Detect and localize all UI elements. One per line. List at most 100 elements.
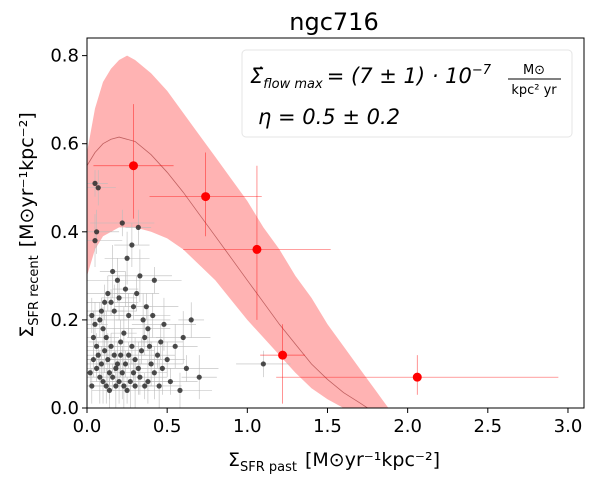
pixel-point	[118, 352, 124, 358]
pixel-point	[177, 387, 183, 393]
pixel-point	[121, 330, 127, 336]
flow-rate-annotation: Σ̇flow max = (7 ± 1) · 10−7	[250, 63, 492, 92]
pixel-point	[108, 343, 114, 349]
pixel-point	[122, 286, 129, 292]
pixel-point	[102, 299, 108, 305]
pixel-point	[110, 374, 116, 380]
pixel-point	[94, 365, 100, 371]
pixel-point	[90, 356, 97, 363]
pixel-point	[167, 378, 173, 385]
pixel-point	[154, 352, 161, 358]
pixel-point	[161, 321, 167, 327]
pixel-point	[108, 299, 114, 305]
binned-point	[252, 244, 262, 254]
pixel-point	[127, 378, 133, 385]
pixel-point	[113, 383, 119, 389]
y-axis-label: ΣSFR recent[M⊙yr⁻¹kpc⁻²]	[16, 112, 42, 337]
pixel-point	[196, 374, 202, 380]
pixel-point	[102, 348, 108, 354]
binned-point	[278, 350, 288, 360]
pixel-point	[89, 312, 95, 319]
units-denominator: kpc² yr	[511, 83, 557, 98]
x-tick-label: 0.5	[153, 416, 182, 437]
pixel-point	[111, 308, 117, 314]
binned-point	[128, 161, 138, 171]
pixel-point	[122, 361, 129, 367]
y-axis: 0.0 0.2 0.4 0.6 0.8	[50, 46, 87, 419]
pixel-point	[130, 304, 137, 310]
y-tick-label: 0.4	[50, 222, 79, 243]
pixel-point	[156, 383, 162, 389]
pixel-point	[260, 361, 266, 367]
pixel-point	[135, 224, 141, 231]
pixel-point	[97, 374, 103, 380]
pixel-point	[119, 370, 125, 376]
pixel-point	[103, 334, 109, 341]
pixel-point	[148, 361, 154, 367]
binned-point	[201, 192, 211, 202]
x-axis-label: ΣSFR past [M⊙yr⁻¹kpc⁻²]	[228, 449, 440, 475]
y-tick-label: 0.2	[50, 310, 79, 331]
x-tick-label: 1.5	[313, 416, 342, 437]
pixel-point	[97, 317, 103, 323]
pixel-point	[159, 365, 165, 371]
pixel-point	[105, 356, 111, 363]
pixel-point	[105, 290, 111, 297]
pixel-point	[113, 365, 119, 371]
pixel-point	[142, 334, 148, 341]
pixel-point	[142, 383, 148, 389]
pixel-point	[138, 348, 145, 354]
pixel-point	[94, 343, 100, 349]
pixel-point	[95, 185, 101, 191]
binned-points	[128, 161, 422, 382]
model-curve	[87, 136, 368, 408]
plot-area	[87, 55, 559, 408]
chart-title: ngc716	[289, 8, 378, 36]
pixel-point	[135, 365, 141, 371]
pixel-point	[126, 352, 132, 358]
pixel-point	[158, 339, 164, 345]
pixel-point	[106, 370, 113, 376]
pixel-point	[188, 317, 194, 323]
pixel-point	[129, 242, 135, 248]
pixel-point	[132, 356, 138, 363]
binned-point	[412, 372, 422, 382]
x-tick-label: 1.0	[233, 416, 262, 437]
pixel-point	[116, 378, 122, 385]
x-tick-label: 0.0	[73, 416, 102, 437]
pixel-points	[87, 180, 266, 393]
pixel-point	[126, 312, 132, 319]
pixel-point	[94, 229, 100, 235]
plot-frame	[86, 37, 585, 409]
pixel-point	[87, 370, 93, 376]
y-tick-label: 0.8	[50, 46, 79, 67]
pixel-point	[164, 356, 170, 363]
pixel-point	[114, 277, 121, 283]
pixel-point	[103, 383, 109, 389]
pixel-point	[90, 334, 97, 341]
pixel-point	[121, 383, 127, 389]
pixel-point	[151, 370, 157, 376]
pixel-point	[172, 343, 178, 349]
pixel-point	[180, 334, 186, 341]
y-tick-label: 0.0	[50, 398, 79, 419]
pixel-point	[92, 238, 98, 244]
pixel-point	[137, 273, 143, 279]
pixel-point	[134, 290, 140, 297]
pixel-point	[89, 383, 95, 389]
pixel-point	[116, 295, 122, 301]
pixel-point	[98, 308, 105, 314]
pixel-point	[137, 374, 143, 380]
pixel-point	[106, 387, 113, 393]
uncertainty-band	[87, 55, 389, 408]
pixel-point	[130, 370, 137, 376]
pixel-point	[114, 361, 121, 367]
x-tick-label: 2.5	[473, 416, 502, 437]
pixel-point	[100, 378, 106, 385]
pixel-point	[146, 343, 153, 349]
pixel-point	[98, 361, 105, 367]
pixel-point	[150, 312, 156, 319]
pixel-point	[111, 352, 117, 358]
x-axis: 0.0 0.5 1.0 1.5 2.0 2.5 3.0	[73, 408, 582, 437]
